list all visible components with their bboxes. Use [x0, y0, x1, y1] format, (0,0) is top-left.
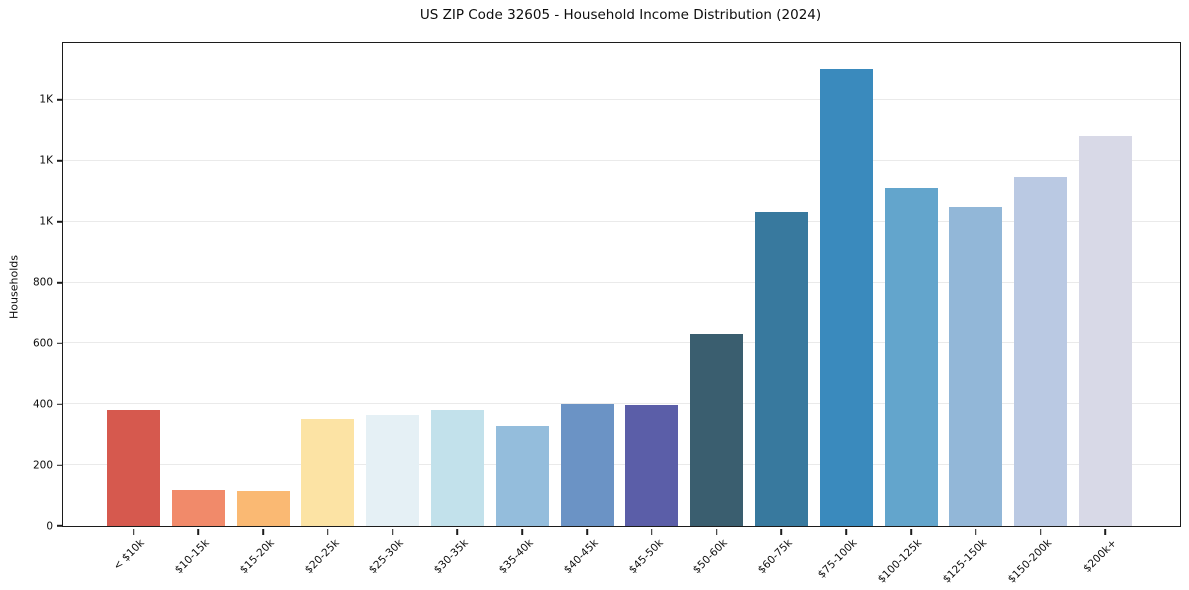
bar: [819, 69, 873, 526]
x-tick-mark: [586, 529, 588, 535]
bar-slot: $100-125k: [876, 43, 938, 586]
bar: [171, 490, 225, 526]
bar-slot: $15-20k: [236, 43, 290, 576]
y-tick-label: 1K: [39, 215, 53, 228]
bar-slot: $150-200k: [1006, 43, 1068, 586]
bar: [560, 403, 614, 526]
x-tick-label: $35-40k: [496, 537, 536, 577]
y-tick-mark: [57, 281, 63, 284]
bar: [625, 404, 679, 526]
gridline: [63, 220, 1180, 222]
bar: [690, 334, 744, 526]
y-tick-mark: [57, 403, 63, 406]
bar: [884, 187, 938, 526]
bar: [430, 410, 484, 526]
bar-slot: $30-35k: [430, 43, 484, 576]
x-tick-label: $75-100k: [815, 537, 860, 581]
bar-slot: $50-60k: [690, 43, 744, 576]
x-tick-label: $10-15k: [172, 537, 212, 577]
x-tick-mark: [456, 529, 459, 535]
bar: [366, 415, 420, 526]
bar-slot: $40-45k: [560, 43, 614, 576]
x-tick-label: $30-35k: [431, 537, 471, 577]
bar: [301, 418, 355, 526]
gridline: [63, 281, 1180, 283]
y-axis-label: Households: [7, 255, 21, 319]
x-tick-mark: [1039, 529, 1042, 535]
y-tick-label: 0: [46, 519, 53, 532]
bar-slot: $75-100k: [816, 43, 873, 581]
x-tick-label: $40-45k: [561, 537, 601, 577]
x-tick-mark: [262, 529, 264, 535]
bars: < $10k $10-15k $15-20k $20-25k $25-30k $30-35…: [63, 43, 1180, 586]
x-tick-label: < $10k: [111, 537, 147, 573]
bar: [107, 410, 160, 526]
x-tick-label: $125-150k: [940, 537, 990, 586]
gridline: [63, 98, 1180, 100]
x-tick-label: $150-200k: [1005, 537, 1055, 586]
y-tick-mark: [57, 342, 63, 345]
x-tick-label: $200k+: [1081, 537, 1119, 575]
x-tick-mark: [327, 529, 329, 535]
bar-slot: $10-15k: [171, 43, 225, 576]
x-tick-mark: [197, 529, 200, 535]
x-tick-label: $60-75k: [755, 537, 795, 577]
y-tick-label: 600: [32, 337, 53, 350]
y-tick-mark: [57, 160, 63, 162]
x-tick-label: $25-30k: [367, 537, 407, 577]
bar-slot: < $10k: [107, 43, 160, 573]
y-tick-label: 1K: [39, 93, 53, 106]
x-tick-mark: [715, 529, 718, 535]
y-tick-label: 800: [32, 276, 53, 289]
bar-slot: $200k+: [1078, 43, 1132, 575]
plot-area: < $10k $10-15k $15-20k $20-25k $25-30k $30-35…: [33, 42, 1181, 586]
bar: [754, 211, 808, 526]
bar-slot: $25-30k: [366, 43, 420, 576]
bar-slot: $60-75k: [754, 43, 808, 576]
x-tick-mark: [1104, 529, 1107, 535]
x-tick-label: $20-25k: [302, 537, 342, 577]
x-tick-mark: [780, 529, 783, 535]
x-tick-label: $45-50k: [626, 537, 666, 577]
x-tick-mark: [910, 529, 912, 535]
gridline: [63, 342, 1180, 344]
gridline: [63, 159, 1180, 161]
bar-slot: $35-40k: [495, 43, 549, 576]
bar-slot: $125-150k: [941, 43, 1003, 586]
x-tick-mark: [975, 529, 977, 535]
y-tick-label: 400: [32, 398, 53, 411]
x-tick-mark: [391, 529, 394, 535]
bar-slot: $45-50k: [625, 43, 679, 576]
y-tick-mark: [57, 464, 63, 466]
x-tick-mark: [132, 529, 135, 535]
y-tick-label: 1K: [39, 154, 53, 167]
y-tick-mark: [57, 220, 63, 223]
bar: [949, 206, 1003, 526]
x-tick-label: $15-20k: [237, 537, 277, 577]
bar: [1078, 136, 1132, 526]
x-tick-label: $100-125k: [876, 537, 925, 586]
gridline: [63, 464, 1180, 466]
y-tick-mark: [57, 525, 63, 527]
x-tick-mark: [845, 529, 848, 535]
bar: [236, 491, 290, 526]
bar: [495, 425, 549, 526]
bar: [1014, 176, 1068, 526]
y-tick-mark: [57, 99, 63, 101]
y-tick-label: 200: [32, 458, 53, 471]
x-tick-mark: [651, 529, 653, 535]
bar-slot: $20-25k: [301, 43, 355, 576]
gridline: [63, 403, 1180, 405]
x-tick-label: $50-60k: [691, 537, 731, 577]
chart-title: US ZIP Code 32605 - Household Income Dis…: [419, 7, 822, 23]
x-tick-mark: [521, 529, 524, 535]
